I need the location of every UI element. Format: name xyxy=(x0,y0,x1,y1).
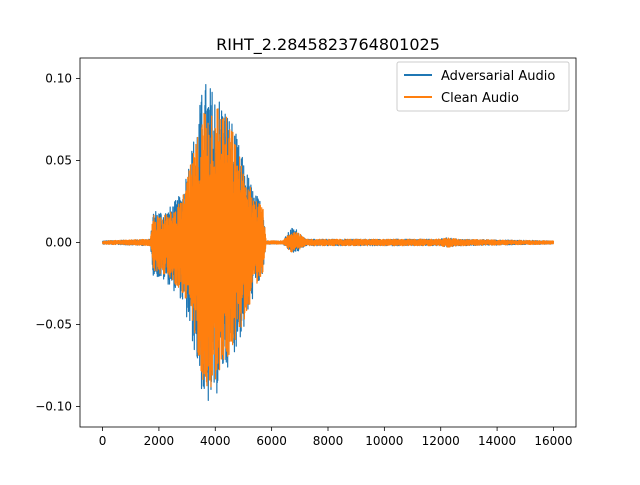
x-tick-label: 4000 xyxy=(200,434,231,448)
y-tick-label: 0.00 xyxy=(45,236,72,250)
y-tick-label: −0.05 xyxy=(35,318,72,332)
x-tick-label: 10000 xyxy=(365,434,403,448)
y-tick-label: −0.10 xyxy=(35,400,72,414)
legend-label-adversarial: Adversarial Audio xyxy=(441,69,555,84)
axes-layer: 0 2000 4000 6000 8000 10000 12000 14000 16000 0.1… xyxy=(35,57,577,448)
series-layer xyxy=(101,83,555,401)
legend: Adversarial Audio Clean Audio xyxy=(396,61,570,112)
x-tick-label: 16000 xyxy=(534,434,572,448)
x-tick-label: 12000 xyxy=(422,434,460,448)
legend-label-clean: Clean Audio xyxy=(441,91,519,106)
x-tick-label: 8000 xyxy=(313,434,344,448)
x-tick-label: 14000 xyxy=(478,434,516,448)
y-tick-label: 0.10 xyxy=(45,72,72,86)
x-tick-label: 0 xyxy=(99,434,107,448)
series-line-clean-audio xyxy=(101,108,555,388)
x-tick-label: 6000 xyxy=(256,434,287,448)
chart-title: RIHT_2.2845823764801025 xyxy=(216,35,440,55)
legend-box xyxy=(396,61,570,112)
x-tick-label: 2000 xyxy=(144,434,175,448)
y-tick-label: 0.05 xyxy=(45,154,72,168)
